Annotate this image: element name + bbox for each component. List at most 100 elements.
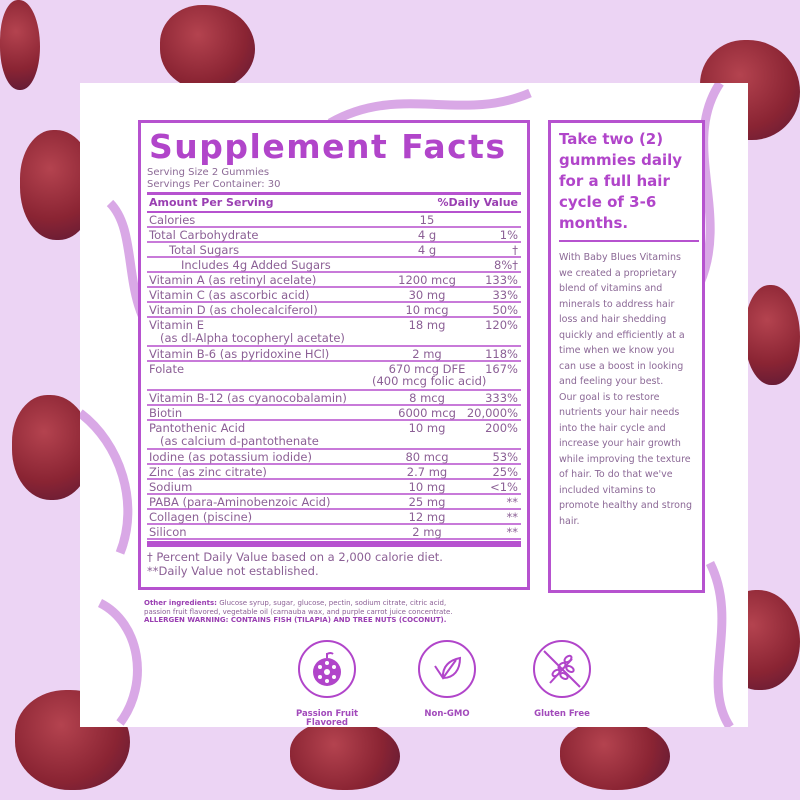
nutrient-amount: 2.7 mg xyxy=(406,465,448,479)
nutrient-dv: 133% xyxy=(485,273,518,287)
nutrient-row: Folate 670 mcg DFE (400 mcg folic acid) 16… xyxy=(147,362,521,391)
nutrient-dv: <1% xyxy=(490,480,518,494)
nutrient-amount: 10 mg xyxy=(408,421,446,435)
nutrient-amount: 6000 mcg xyxy=(398,406,456,420)
nutrient-row: Silicon 2 mg ** xyxy=(147,525,521,540)
nutrient-dv: 8%† xyxy=(494,258,518,272)
nutrient-amount: 10 mcg xyxy=(405,303,449,317)
nutrient-dv: 53% xyxy=(492,450,518,464)
supplement-facts-panel: Supplement Facts Serving Size 2 Gummies … xyxy=(138,120,530,590)
nutrient-name: Total Sugars xyxy=(169,243,240,257)
nutrient-amount: 80 mcg xyxy=(405,450,449,464)
nutrient-dv: 33% xyxy=(492,288,518,302)
nutrient-dv: 167% xyxy=(485,362,518,376)
nutrient-name: Zinc (as zinc citrate) xyxy=(149,465,267,479)
nutrient-row: Iodine (as potassium iodide) 80 mcg 53% xyxy=(147,450,521,465)
nutrient-dv: 1% xyxy=(499,228,518,242)
nutrient-amount: 4 g xyxy=(417,243,437,257)
servings-per-container: Servings Per Container: 30 xyxy=(147,179,281,190)
nutrient-row: Vitamin C (as ascorbic acid) 30 mg 33% xyxy=(147,288,521,303)
directions-panel: Take two (2) gummies daily for a full ha… xyxy=(548,120,705,593)
nutrient-dv: 25% xyxy=(492,465,518,479)
gummy xyxy=(745,285,800,385)
table-header: Amount Per Serving %Daily Value xyxy=(147,192,521,213)
nutrient-amount: 30 mg xyxy=(408,288,446,302)
nutrient-name: Calories xyxy=(149,213,196,227)
badge-label: Non-GMO xyxy=(424,709,470,719)
nutrient-amount: 25 mg xyxy=(408,495,446,509)
nutrient-name: Sodium xyxy=(149,480,193,494)
gummy xyxy=(0,0,40,90)
nutrient-dv: ** xyxy=(506,510,519,524)
other-ingredients-label: Other ingredients: xyxy=(144,599,217,607)
nutrient-row: Sodium 10 mg <1% xyxy=(147,480,521,495)
nutrient-row: Vitamin A (as retinyl acelate) 1200 mcg 13… xyxy=(147,273,521,288)
gummy xyxy=(560,720,670,790)
nutrient-amount: 18 mg xyxy=(408,318,446,332)
nutrient-row: Biotin 6000 mcg 20,000% xyxy=(147,406,521,421)
description-2: Our goal is to restore nutrients your ha… xyxy=(559,391,693,527)
nutrient-name: Vitamin A (as retinyl acelate) xyxy=(149,273,317,287)
footnote-dv: † Percent Daily Value based on a 2,000 c… xyxy=(147,550,443,564)
nutrient-dv: † xyxy=(512,243,518,257)
nutrient-row: PABA (para-Aminobenzoic Acid) 25 mg ** xyxy=(147,495,521,510)
directions-heading: Take two (2) gummies daily for a full ha… xyxy=(559,129,699,242)
badge-label: Passion Fruit Flavored xyxy=(295,709,359,728)
nutrient-amount: 8 mcg xyxy=(409,391,445,405)
nutrient-row: Vitamin B-12 (as cyanocobalamin) 8 mcg 333… xyxy=(147,391,521,406)
allergen-warning: ALLERGEN WARNING: CONTAINS FISH (TILAPIA… xyxy=(144,616,447,624)
nutrient-row: Calories 15 xyxy=(147,213,521,228)
description-1: With Baby Blues Vitamins we created a pr… xyxy=(559,252,685,387)
nutrient-row: Collagen (piscine) 12 mg ** xyxy=(147,510,521,525)
nutrient-name: Vitamin B-6 (as pyridoxine HCl) xyxy=(149,347,330,361)
nutrient-dv: ** xyxy=(506,495,519,509)
nutrient-row: Zinc (as zinc citrate) 2.7 mg 25% xyxy=(147,465,521,480)
footnote-not-established: **Daily Value not established. xyxy=(147,564,319,578)
nutrient-dv: 333% xyxy=(485,391,518,405)
nutrient-amount: 670 mcg DFE (400 mcg folic acid) xyxy=(372,362,487,388)
nutrient-name: Biotin xyxy=(149,406,183,420)
nutrient-name: PABA (para-Aminobenzoic Acid) xyxy=(149,495,331,509)
nutrient-name: Silicon xyxy=(149,525,187,539)
serving-size: Serving Size 2 Gummies xyxy=(147,167,270,178)
nutrient-dv: 200% xyxy=(485,421,518,435)
nutrient-name: Vitamin C (as ascorbic acid) xyxy=(149,288,310,302)
other-ingredients-text: Glucose syrup, sugar, glucose, pectin, s… xyxy=(144,599,453,616)
nutrient-dv: 120% xyxy=(485,318,518,332)
badge-non-gmo: Non-GMO xyxy=(402,640,492,719)
ingredients: Other ingredients: Glucose syrup, sugar,… xyxy=(144,599,474,625)
label-card: Supplement Facts Serving Size 2 Gummies … xyxy=(80,83,748,727)
nutrient-row: Total Sugars 4 g † xyxy=(147,243,521,258)
gummy xyxy=(290,720,400,790)
supplement-facts-title: Supplement Facts xyxy=(149,127,507,166)
nutrient-amount: 2 mg xyxy=(412,347,442,361)
nutrient-name: Collagen (piscine) xyxy=(149,510,253,524)
nutrient-amount: 4 g xyxy=(417,228,437,242)
nutrient-row: Total Carbohydrate 4 g 1% xyxy=(147,228,521,243)
amount-header: Amount Per Serving xyxy=(149,196,274,209)
nutrient-amount: 12 mg xyxy=(408,510,446,524)
badge-passion-fruit: Passion Fruit Flavored xyxy=(282,640,372,727)
nutrient-amount: 1200 mcg xyxy=(398,273,456,287)
nutrient-dv: ** xyxy=(506,525,519,539)
nutrient-row: Pantothenic Acid (as calcium d-pantothen… xyxy=(147,421,521,450)
nutrient-row: Vitamin D (as cholecalciferol) 10 mcg 50% xyxy=(147,303,521,318)
nutrient-row: Includes 4g Added Sugars 8%† xyxy=(147,258,521,273)
nutrient-dv: 118% xyxy=(485,347,518,361)
nutrient-name: Total Carbohydrate xyxy=(149,228,259,242)
badge-label: Gluten Free xyxy=(534,709,590,719)
nutrient-table: Calories 15 Total Carbohydrate 4 g 1% Total S… xyxy=(147,213,521,540)
nutrient-name: Vitamin B-12 (as cyanocobalamin) xyxy=(149,391,347,405)
nutrient-name: Vitamin E (as dl-Alpha tocopheryl acetat… xyxy=(149,318,345,345)
nutrient-row: Vitamin B-6 (as pyridoxine HCl) 2 mg 118% xyxy=(147,347,521,362)
nutrient-amount: 15 xyxy=(419,213,435,227)
divider xyxy=(147,541,521,547)
passion-fruit-icon xyxy=(298,640,356,698)
dv-header: %Daily Value xyxy=(437,196,518,209)
no-wheat-icon xyxy=(533,640,591,698)
gummy xyxy=(160,5,255,90)
nutrient-name: Pantothenic Acid (as calcium d-pantothen… xyxy=(149,421,319,448)
gummy xyxy=(12,395,92,500)
nutrient-name: Folate xyxy=(149,362,185,376)
badge-gluten-free: Gluten Free xyxy=(517,640,607,719)
